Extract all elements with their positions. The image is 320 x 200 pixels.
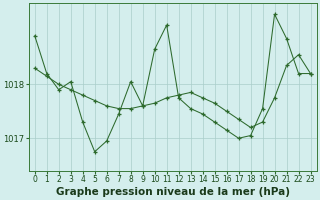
X-axis label: Graphe pression niveau de la mer (hPa): Graphe pression niveau de la mer (hPa) xyxy=(56,187,290,197)
